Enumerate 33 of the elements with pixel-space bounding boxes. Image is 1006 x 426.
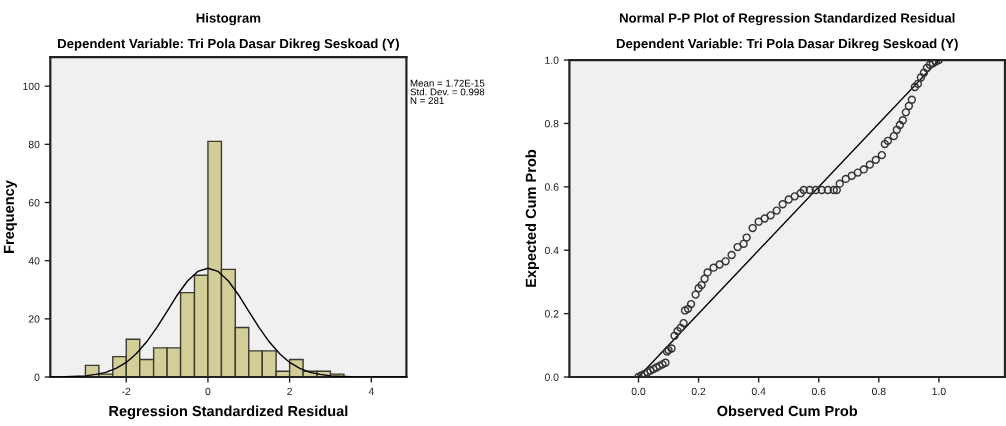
- x-tick-label: 4: [368, 387, 374, 395]
- x-tick-label: 0: [205, 387, 211, 396]
- x-tick-label: 1.0: [932, 387, 946, 396]
- y-tick-label: 40: [28, 257, 40, 265]
- text: N = 281: [410, 97, 444, 105]
- x-axis-title: Regression Standardized Residual: [109, 405, 348, 420]
- chart-subtitle: Dependent Variable: Tri Pola Dasar Dikreg Seskoad (Y): [616, 38, 958, 51]
- x-tick-label: 0.4: [751, 387, 766, 396]
- x-axis-title: Observed Cum Prob: [717, 405, 858, 417]
- x-tick-label: -2: [122, 387, 131, 395]
- x-tick-label: 0.8: [871, 387, 886, 396]
- y-tick-label: 0.4: [544, 246, 559, 255]
- y-tick-label: 0.2: [544, 310, 559, 318]
- y-tick-label: 0.6: [544, 183, 559, 191]
- x-tick-label: 0.2: [691, 387, 706, 396]
- y-axis-title: Frequency: [3, 180, 17, 253]
- y-tick-label: 20: [28, 315, 40, 323]
- y-tick-label: 0: [34, 373, 40, 381]
- y-tick-label: 0.8: [544, 119, 559, 128]
- y-tick-label: 80: [28, 140, 40, 149]
- text: Std. Dev. = 0.998: [410, 88, 485, 96]
- text: Mean = 1.72E-15: [410, 79, 485, 87]
- y-tick-label: 0.0: [544, 373, 559, 381]
- x-tick-label: 0.0: [631, 387, 646, 396]
- chart-subtitle: Dependent Variable: Tri Pola Dasar Dikreg Seskoad (Y): [58, 38, 399, 51]
- x-tick-label: 0.6: [811, 387, 826, 396]
- y-axis-title: Expected Cum Prob: [525, 149, 539, 287]
- chart-title: Histogram: [196, 12, 261, 26]
- x-tick-label: 2: [287, 387, 292, 395]
- y-tick-label: 60: [28, 199, 40, 207]
- y-tick-label: 1.0: [545, 56, 559, 64]
- chart-title: Normal P-P Plot of Regression Standardized Residual: [619, 12, 955, 26]
- y-tick-label: 100: [23, 82, 40, 91]
